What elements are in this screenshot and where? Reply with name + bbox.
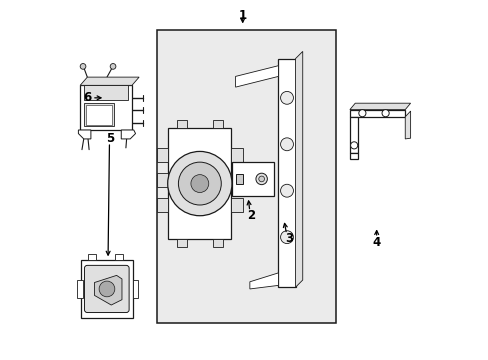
Bar bbox=[231, 173, 242, 187]
Polygon shape bbox=[349, 117, 357, 153]
Circle shape bbox=[99, 281, 115, 297]
Bar bbox=[168, 128, 231, 239]
Text: 2: 2 bbox=[247, 209, 255, 222]
Bar bbox=[235, 174, 243, 184]
Bar bbox=[83, 85, 128, 100]
Bar bbox=[80, 85, 132, 130]
Polygon shape bbox=[78, 130, 91, 139]
Polygon shape bbox=[121, 130, 135, 139]
Text: 5: 5 bbox=[106, 132, 114, 145]
Bar bbox=[176, 239, 186, 247]
Circle shape bbox=[350, 142, 357, 149]
Bar bbox=[88, 254, 96, 260]
Bar bbox=[176, 120, 186, 128]
Circle shape bbox=[280, 91, 293, 104]
Bar bbox=[115, 254, 122, 260]
Bar bbox=[81, 260, 132, 318]
Polygon shape bbox=[405, 111, 410, 139]
Bar bbox=[132, 280, 138, 298]
Polygon shape bbox=[349, 153, 357, 158]
Bar bbox=[231, 198, 242, 212]
Circle shape bbox=[80, 64, 86, 69]
Circle shape bbox=[381, 110, 388, 117]
Circle shape bbox=[178, 162, 221, 205]
Text: 6: 6 bbox=[83, 91, 91, 104]
Bar bbox=[83, 103, 114, 126]
Circle shape bbox=[110, 64, 116, 69]
Polygon shape bbox=[295, 51, 302, 287]
Bar bbox=[157, 173, 168, 187]
Polygon shape bbox=[80, 77, 139, 85]
Text: 1: 1 bbox=[238, 9, 246, 22]
Circle shape bbox=[190, 175, 208, 193]
Circle shape bbox=[258, 176, 264, 182]
Polygon shape bbox=[349, 110, 405, 117]
Bar bbox=[157, 30, 335, 323]
Bar bbox=[213, 120, 223, 128]
Circle shape bbox=[280, 138, 293, 151]
Polygon shape bbox=[235, 66, 278, 87]
Polygon shape bbox=[249, 273, 278, 289]
Bar bbox=[77, 280, 82, 298]
Circle shape bbox=[167, 152, 231, 216]
Polygon shape bbox=[94, 275, 122, 305]
Bar bbox=[85, 105, 112, 125]
FancyBboxPatch shape bbox=[84, 265, 129, 312]
Circle shape bbox=[255, 173, 267, 185]
Bar bbox=[157, 198, 168, 212]
Bar bbox=[213, 239, 223, 247]
Bar bbox=[231, 162, 274, 196]
Circle shape bbox=[358, 110, 365, 117]
Circle shape bbox=[280, 184, 293, 197]
Bar bbox=[157, 148, 168, 162]
Text: 4: 4 bbox=[372, 236, 380, 249]
Polygon shape bbox=[349, 103, 410, 110]
Text: 3: 3 bbox=[285, 233, 293, 246]
Polygon shape bbox=[278, 59, 295, 287]
Circle shape bbox=[280, 231, 293, 244]
Bar bbox=[231, 148, 242, 162]
